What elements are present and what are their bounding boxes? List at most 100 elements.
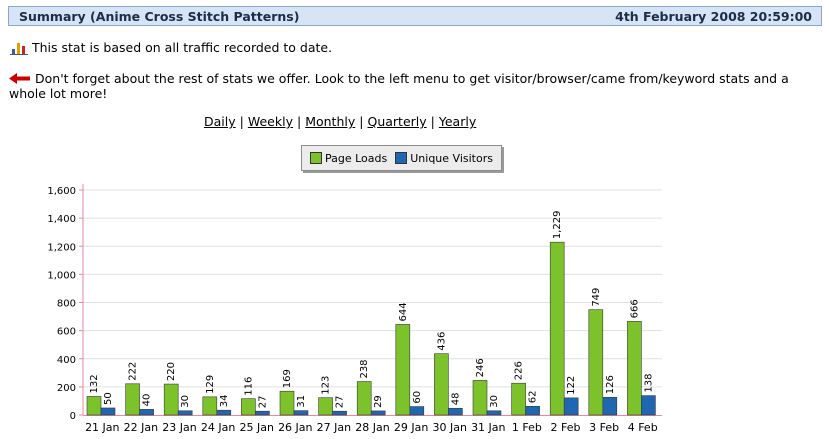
period-link-yearly[interactable]: Yearly <box>438 114 477 129</box>
data-label-unique-visitors: 40 <box>142 394 153 407</box>
y-tick-label: 1,600 <box>47 186 76 197</box>
data-label-unique-visitors: 27 <box>335 395 346 408</box>
x-tick-label: 1 Feb <box>512 421 542 434</box>
x-tick-label: 28 Jan <box>355 421 389 434</box>
x-tick-label: 3 Feb <box>589 421 619 434</box>
bar-unique-visitors <box>602 396 618 416</box>
x-tick-label: 30 Jan <box>432 421 466 434</box>
bar-page-loads <box>549 241 565 416</box>
separator: | <box>430 114 435 129</box>
bar-unique-visitors <box>255 410 270 416</box>
bar-unique-visitors <box>486 410 502 416</box>
report-datetime: 4th February 2008 20:59:00 <box>615 8 812 24</box>
y-tick-label: 200 <box>57 383 76 394</box>
bar-page-loads <box>472 380 488 416</box>
data-label-unique-visitors: 30 <box>180 395 191 408</box>
x-tick-label: 24 Jan <box>201 421 235 434</box>
x-tick-label: 27 Jan <box>317 421 351 434</box>
y-tick-label: 1,400 <box>47 214 76 225</box>
y-tick-label: 1,000 <box>47 270 76 281</box>
x-tick-label: 23 Jan <box>162 421 196 434</box>
bar-unique-visitors <box>641 395 656 416</box>
bar-unique-visitors <box>332 410 347 416</box>
data-label-page-loads: 132 <box>89 374 100 393</box>
x-tick-label: 31 Jan <box>471 421 505 434</box>
bar-unique-visitors <box>563 397 579 416</box>
data-label-unique-visitors: 62 <box>528 391 539 404</box>
bar-page-loads <box>163 383 179 416</box>
bar-page-loads <box>588 309 604 416</box>
data-label-unique-visitors: 138 <box>643 374 654 393</box>
bar-page-loads <box>627 321 642 416</box>
bar-page-loads <box>279 390 295 416</box>
y-tick-label: 1,200 <box>47 242 76 253</box>
bar-unique-visitors <box>448 407 463 416</box>
bar-unique-visitors <box>177 410 193 416</box>
data-label-unique-visitors: 34 <box>219 394 230 407</box>
period-link-monthly[interactable]: Monthly <box>305 114 356 129</box>
data-label-page-loads: 123 <box>321 376 332 395</box>
data-label-page-loads: 238 <box>359 359 370 378</box>
more-stats-text: Don't forget about the rest of stats we … <box>9 71 789 101</box>
bar-unique-visitors <box>370 410 386 416</box>
separator: | <box>359 114 364 129</box>
x-tick-label: 2 Feb <box>551 421 581 434</box>
y-tick-label: 0 <box>70 411 76 422</box>
period-link-weekly[interactable]: Weekly <box>247 114 293 129</box>
y-tick-label: 800 <box>57 299 76 310</box>
bar-page-loads <box>86 396 102 416</box>
summary-header: Summary (Anime Cross Stitch Patterns) 4t… <box>8 6 822 26</box>
x-tick-label: 25 Jan <box>239 421 273 434</box>
data-label-page-loads: 220 <box>166 362 177 381</box>
data-label-page-loads: 436 <box>436 332 447 351</box>
data-label-unique-visitors: 31 <box>296 395 307 408</box>
separator: | <box>239 114 244 129</box>
bar-chart-icon <box>10 42 28 55</box>
period-link-quarterly[interactable]: Quarterly <box>367 114 427 129</box>
data-label-page-loads: 644 <box>398 302 409 321</box>
data-label-unique-visitors: 60 <box>412 391 423 404</box>
x-tick-label: 29 Jan <box>394 421 428 434</box>
x-tick-label: 21 Jan <box>85 421 119 434</box>
data-label-unique-visitors: 29 <box>373 395 384 408</box>
bar-unique-visitors <box>293 410 309 416</box>
bar-page-loads <box>434 353 449 416</box>
legend-swatch-unique-visitors <box>395 152 408 164</box>
bar-unique-visitors <box>409 406 425 416</box>
x-tick-label: 4 Feb <box>628 421 658 434</box>
period-link-daily[interactable]: Daily <box>204 114 236 129</box>
data-label-unique-visitors: 126 <box>605 375 616 394</box>
data-label-page-loads: 169 <box>282 369 293 388</box>
page-title: Summary (Anime Cross Stitch Patterns) <box>19 8 300 24</box>
data-label-unique-visitors: 50 <box>103 392 114 405</box>
data-label-unique-visitors: 27 <box>257 395 268 408</box>
bar-unique-visitors <box>525 405 540 416</box>
bar-unique-visitors <box>100 407 116 416</box>
stat-notice: This stat is based on all traffic record… <box>10 40 332 55</box>
legend-item-page-loads: Page Loads <box>310 152 387 165</box>
bar-page-loads <box>125 383 140 416</box>
more-stats-notice: Don't forget about the rest of stats we … <box>9 71 825 101</box>
data-label-page-loads: 222 <box>128 362 139 381</box>
left-arrow-icon <box>9 73 30 84</box>
separator: | <box>296 114 302 129</box>
data-label-page-loads: 666 <box>629 299 640 318</box>
legend-label-unique-visitors: Unique Visitors <box>410 151 493 165</box>
data-label-page-loads: 1,229 <box>552 211 563 240</box>
bar-page-loads <box>318 397 333 416</box>
bar-page-loads <box>395 324 411 416</box>
stat-text: This stat is based on all traffic record… <box>32 40 333 55</box>
bar-page-loads <box>241 398 256 416</box>
data-label-unique-visitors: 48 <box>450 393 461 406</box>
data-label-page-loads: 246 <box>475 358 486 377</box>
period-selector: Daily | Weekly | Monthly | Quarterly | Yearly <box>204 114 476 129</box>
data-label-page-loads: 129 <box>205 375 216 394</box>
bar-unique-visitors <box>139 409 154 416</box>
x-tick-label: 26 Jan <box>278 421 312 434</box>
bar-unique-visitors <box>216 409 232 416</box>
y-tick-label: 400 <box>57 355 76 366</box>
bar-page-loads <box>202 396 218 416</box>
y-tick-label: 600 <box>57 327 76 338</box>
legend-item-unique-visitors: Unique Visitors <box>395 152 493 165</box>
